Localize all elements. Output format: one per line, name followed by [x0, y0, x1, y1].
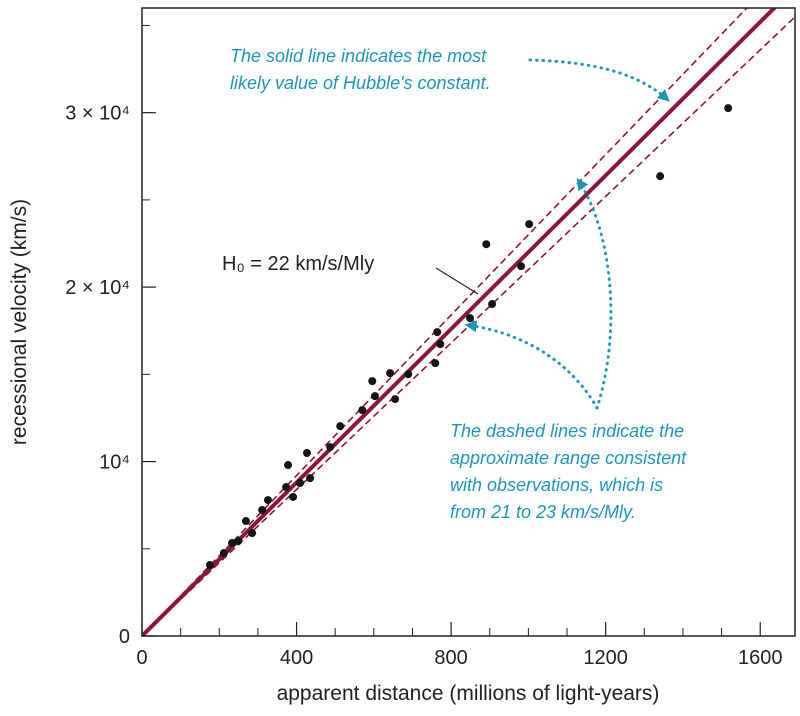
- y-tick-label: 3 × 10⁴: [65, 103, 130, 125]
- leader-line: [435, 267, 479, 295]
- x-tick-label: 400: [280, 647, 313, 669]
- data-point: [219, 548, 228, 557]
- arrow: [528, 58, 670, 102]
- annotation-text: approximate range consistent: [450, 448, 687, 468]
- data-point: [248, 529, 257, 538]
- data-point: [436, 340, 445, 349]
- annotation-text: from 21 to 23 km/s/Mly.: [450, 502, 636, 522]
- data-point: [336, 422, 345, 431]
- y-tick-label: 10⁴: [99, 452, 130, 474]
- data-point: [289, 492, 298, 501]
- fit-line: [142, 8, 778, 636]
- y-tick-label: 0: [119, 626, 130, 648]
- data-point: [326, 443, 335, 452]
- x-tick-label: 1600: [738, 647, 783, 669]
- data-point: [258, 506, 267, 515]
- annotation-text: The dashed lines indicate the: [450, 421, 684, 441]
- data-point: [431, 359, 440, 368]
- x-tick-label: 0: [136, 647, 147, 669]
- range-line: [142, 8, 748, 636]
- data-point: [391, 395, 400, 404]
- data-point: [724, 104, 733, 113]
- data-point: [656, 172, 665, 181]
- data-point: [525, 220, 534, 229]
- x-tick-label: 800: [434, 647, 467, 669]
- data-point: [206, 561, 215, 570]
- arrow: [464, 320, 599, 410]
- data-point: [482, 240, 491, 249]
- data-point: [234, 537, 243, 546]
- data-point: [302, 449, 311, 458]
- arrow: [576, 178, 613, 410]
- data-point: [296, 479, 305, 488]
- annotation-text: The solid line indicates the most: [230, 46, 487, 66]
- y-axis-label: recessional velocity (km/s): [8, 199, 31, 445]
- plot-frame: [141, 7, 796, 637]
- data-point: [488, 300, 497, 309]
- data-point: [241, 517, 250, 526]
- fit-label: H₀ = 22 km/s/Mly: [222, 253, 374, 275]
- x-tick-label: 1200: [583, 647, 628, 669]
- data-point: [404, 370, 413, 379]
- plot-area: [142, 8, 795, 636]
- data-point: [386, 369, 395, 378]
- data-point: [466, 314, 475, 323]
- data-point: [228, 539, 237, 548]
- data-point: [517, 262, 526, 271]
- y-tick-label: 2 × 10⁴: [65, 277, 130, 299]
- data-point: [433, 328, 442, 337]
- data-point: [358, 406, 367, 415]
- data-point: [282, 483, 291, 492]
- data-point: [284, 461, 293, 470]
- annotation-text: likely value of Hubble's constant.: [230, 73, 491, 93]
- data-point: [263, 496, 272, 505]
- x-axis-label: apparent distance (millions of light-yea…: [277, 682, 660, 705]
- data-point: [370, 392, 379, 401]
- annotation-text: with observations, which is: [450, 475, 663, 495]
- data-point: [306, 474, 315, 483]
- data-point: [368, 377, 377, 386]
